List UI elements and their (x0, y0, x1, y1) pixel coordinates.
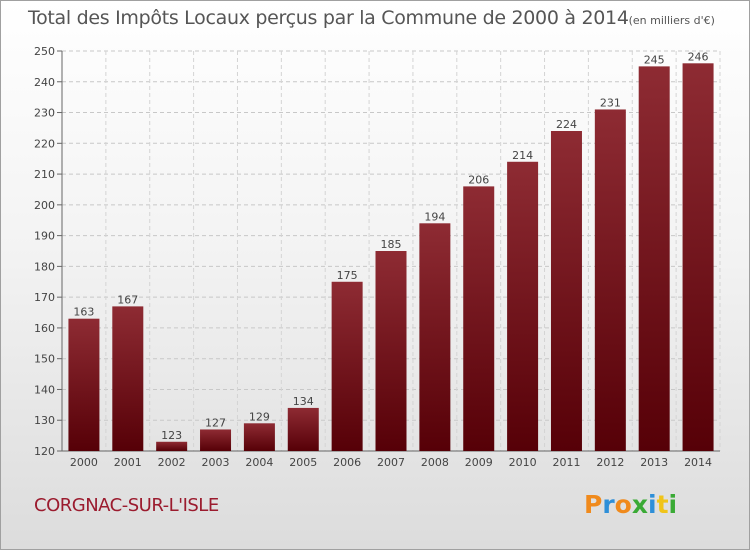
bar (419, 223, 451, 451)
x-tick-label: 2011 (552, 456, 580, 469)
y-tick-label: 250 (34, 45, 55, 58)
data-label: 185 (381, 238, 402, 251)
logo-letter: o (614, 490, 632, 519)
y-tick-label: 130 (34, 414, 55, 427)
bar (682, 63, 714, 452)
bar (287, 407, 319, 451)
data-label: 134 (293, 395, 314, 408)
x-tick-label: 2007 (377, 456, 405, 469)
data-label: 245 (644, 53, 665, 66)
bar (112, 306, 144, 451)
data-label: 123 (161, 429, 182, 442)
y-tick-label: 230 (34, 107, 55, 120)
y-tick-label: 180 (34, 260, 55, 273)
x-tick-label: 2000 (70, 456, 98, 469)
y-tick-label: 220 (34, 137, 55, 150)
x-tick-label: 2003 (202, 456, 230, 469)
y-tick-label: 200 (34, 199, 55, 212)
x-tick-label: 2008 (421, 456, 449, 469)
logo-letter: t (656, 490, 669, 519)
x-tick-label: 2002 (158, 456, 186, 469)
bar (594, 109, 626, 451)
bar (331, 281, 363, 451)
bar (243, 423, 275, 451)
bar (550, 131, 582, 451)
bar (200, 429, 232, 451)
data-label: 129 (249, 410, 270, 423)
x-tick-label: 2009 (465, 456, 493, 469)
logo-letter: P (584, 490, 603, 519)
data-label: 206 (468, 173, 489, 186)
logo-letter: r (602, 490, 615, 519)
axes: 120 130 140 150 160 170 180 190 200 210 220 230 240 2… (34, 45, 720, 458)
y-tick-label: 150 (34, 353, 55, 366)
y-tick-label: 240 (34, 76, 55, 89)
x-tick-label: 2004 (245, 456, 273, 469)
labels: 163 2000 167 2001 123 2002 127 2003 129 2004 134 20… (70, 50, 712, 469)
y-tick-label: 170 (34, 291, 55, 304)
bar (463, 186, 495, 451)
logo-letter: i (648, 490, 657, 519)
y-tick-label: 140 (34, 383, 55, 396)
chart-title: Total des Impôts Locaux perçus par la Co… (28, 7, 715, 29)
data-label: 246 (688, 50, 709, 63)
y-tick-label: 120 (34, 445, 55, 458)
x-tick-label: 2005 (289, 456, 317, 469)
data-label: 224 (556, 118, 577, 131)
logo-letter: x (631, 490, 648, 519)
proxiti-logo: Proxiti (584, 490, 677, 519)
logo-letter: i (668, 490, 678, 519)
bars (68, 63, 714, 452)
y-tick-label: 190 (34, 230, 55, 243)
x-tick-label: 2010 (509, 456, 537, 469)
bar (507, 161, 539, 451)
x-tick-label: 2014 (684, 456, 712, 469)
data-label: 194 (424, 210, 445, 223)
chart-title-main: Total des Impôts Locaux perçus par la Co… (28, 7, 629, 29)
x-tick-label: 2006 (333, 456, 361, 469)
bar (156, 441, 188, 451)
bar (638, 66, 670, 451)
bar (375, 251, 407, 451)
data-label: 214 (512, 149, 533, 162)
data-label: 231 (600, 96, 621, 109)
y-tick-label: 210 (34, 168, 55, 181)
x-tick-label: 2012 (596, 456, 624, 469)
x-tick-label: 2013 (640, 456, 668, 469)
y-tick-label: 160 (34, 322, 55, 335)
data-label: 167 (117, 293, 138, 306)
chart-title-unit: (en milliers d'€) (628, 14, 715, 27)
data-label: 163 (73, 306, 94, 319)
x-tick-label: 2001 (114, 456, 142, 469)
bar (68, 318, 100, 451)
commune-name: CORGNAC-SUR-L'ISLE (34, 495, 219, 516)
data-label: 175 (337, 269, 358, 282)
data-label: 127 (205, 416, 226, 429)
